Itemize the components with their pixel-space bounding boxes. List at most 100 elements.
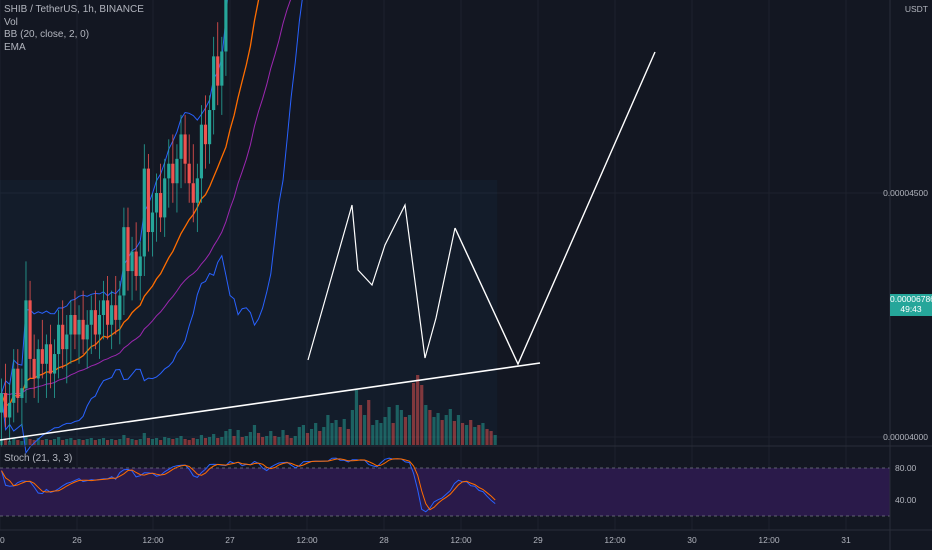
candle-body xyxy=(85,324,89,340)
volume-bar xyxy=(159,440,163,445)
candle-body xyxy=(126,227,130,272)
price-tick-label: 0.00004000 xyxy=(883,432,928,442)
price-axis-ticks[interactable]: 0.000125000.000120000.000115000.00011000… xyxy=(883,0,928,442)
current-price-value: 0.00006786 xyxy=(890,294,932,304)
trendline-support[interactable] xyxy=(0,362,541,441)
volume-bar xyxy=(105,440,110,445)
volume-bar xyxy=(138,439,142,445)
volume-bar xyxy=(428,410,432,445)
m-pattern-lines[interactable] xyxy=(307,202,456,361)
candle-body xyxy=(146,168,150,233)
current-price-badge: 0.00006786 49:43 xyxy=(890,294,932,316)
stoch-axis-ticks: 80.00 40.00 xyxy=(895,463,917,505)
bb-lower-band xyxy=(1,0,303,455)
candle-body xyxy=(105,300,110,325)
candle-body xyxy=(0,393,4,413)
bb-basis-line xyxy=(0,0,260,407)
volume-bar xyxy=(187,440,191,445)
stoch-pane-bg xyxy=(0,468,890,516)
volume-bar xyxy=(236,430,240,445)
volume-bar xyxy=(28,439,32,445)
stoch-legend[interactable]: Stoch (21, 3, 3) xyxy=(4,453,73,464)
volume-bar xyxy=(163,437,167,445)
volume-bar xyxy=(40,440,44,445)
volume-bar xyxy=(179,436,183,445)
volume-bar xyxy=(220,437,224,445)
volume-bar xyxy=(269,431,273,445)
volume-bar xyxy=(248,432,252,445)
volume-bar xyxy=(383,417,387,445)
legend-ema[interactable]: EMA xyxy=(4,41,26,53)
candle-body xyxy=(97,315,102,335)
time-tick-label: 28 xyxy=(379,535,389,545)
volume-bar xyxy=(146,438,150,445)
volume-bar xyxy=(411,383,416,445)
volume-bar xyxy=(134,440,138,445)
volume-bar xyxy=(183,439,187,445)
stoch-d-line xyxy=(1,458,496,511)
candle-body xyxy=(207,110,212,145)
volume-bar xyxy=(350,410,354,445)
volume-bar xyxy=(89,438,93,445)
volume-bar xyxy=(330,423,334,445)
time-tick-label: 12:00 xyxy=(142,535,164,545)
volume-bar xyxy=(101,438,106,445)
stoch-tick-80: 80.00 xyxy=(895,463,917,473)
candle-body xyxy=(61,324,65,350)
projection-path[interactable] xyxy=(454,51,656,366)
volume-bar xyxy=(150,439,155,445)
volume-bar xyxy=(456,415,461,445)
volume-bar xyxy=(281,430,285,445)
volume-bar xyxy=(318,431,322,445)
candle-body xyxy=(118,295,122,320)
candle-body xyxy=(183,134,187,164)
volume-bar xyxy=(216,438,220,445)
volume-bar xyxy=(3,440,8,445)
volume-bar xyxy=(452,421,456,445)
candle-body xyxy=(134,251,138,276)
volume-bar xyxy=(342,419,346,445)
time-tick-label: 29 xyxy=(533,535,543,545)
volume-bar xyxy=(309,429,314,445)
volume-bar xyxy=(460,423,465,445)
price-axis-currency: USDT xyxy=(905,4,928,14)
candle-body xyxy=(20,388,24,398)
candle-body xyxy=(138,256,142,276)
volume-bar xyxy=(48,440,53,445)
volume-bar xyxy=(387,407,391,445)
candle-body xyxy=(16,368,20,398)
volume-bar xyxy=(432,417,436,445)
volume-bar xyxy=(244,436,248,445)
legend-bb[interactable]: BB (20, close, 2, 0) xyxy=(4,29,90,40)
candle-body xyxy=(110,305,114,325)
volume-bar xyxy=(232,436,236,445)
volume-bar xyxy=(420,385,424,445)
volume-bar xyxy=(305,433,310,445)
volume-bar xyxy=(489,431,493,445)
volume-bar xyxy=(167,438,171,445)
volume-bar xyxy=(371,425,375,445)
legend-vol[interactable]: Vol xyxy=(4,16,18,28)
volume-bar xyxy=(126,438,130,445)
time-tick-label: 12:00 xyxy=(296,535,318,545)
indicator-legend: SHIB / TetherUS, 1h, BINANCE Vol BB (20,… xyxy=(4,4,144,54)
volume-bar xyxy=(469,420,473,445)
volume-bar xyxy=(465,425,469,445)
candle-body xyxy=(52,354,57,374)
volume-bar xyxy=(69,438,73,445)
candle-body xyxy=(69,315,73,335)
candle-body xyxy=(77,319,81,335)
volume-bar xyxy=(97,439,102,445)
candle-body xyxy=(199,124,204,179)
candle-body xyxy=(101,300,106,315)
symbol-title[interactable]: SHIB / TetherUS, 1h, BINANCE xyxy=(4,4,144,15)
grid-lines xyxy=(0,0,890,530)
volume-bar xyxy=(363,415,367,445)
volume-bar xyxy=(293,436,297,445)
volume-bar xyxy=(391,423,395,445)
time-axis-labels[interactable]: 00 26 12:00 27 12:00 28 12:00 29 12:00 30 12:00 31 xyxy=(0,535,851,545)
volume-bar xyxy=(191,438,195,445)
volume-bar xyxy=(65,439,69,445)
volume-bar xyxy=(424,405,428,445)
